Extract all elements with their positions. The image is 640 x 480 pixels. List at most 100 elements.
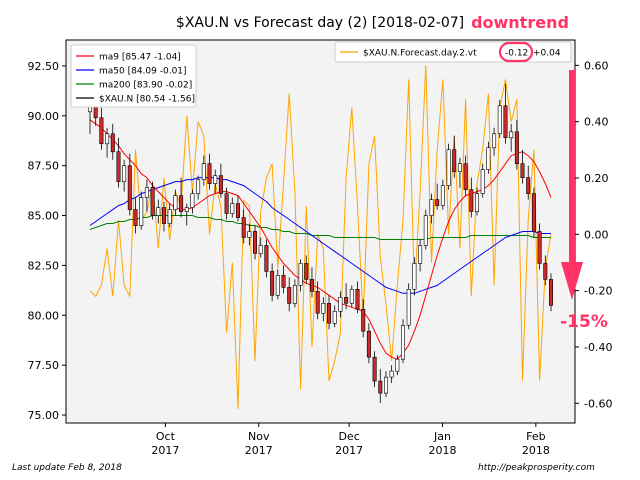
- left-legend-label: ma200 [83.90 -0.02]: [99, 81, 192, 91]
- candle-body: [383, 376, 388, 394]
- candle-body: [264, 245, 269, 272]
- left-y-tick-label: 82.50: [28, 259, 60, 272]
- right-legend-change: +0.04: [533, 49, 561, 59]
- candle-body: [452, 149, 457, 172]
- x-tick-year: 2018: [428, 444, 456, 457]
- x-tick-month: Dec: [338, 430, 359, 443]
- candle-body: [287, 287, 292, 304]
- candle-body: [133, 209, 138, 226]
- left-legend-box: [70, 44, 197, 108]
- candle-body: [492, 133, 497, 149]
- candle-body: [230, 203, 235, 214]
- candle-body: [105, 133, 110, 145]
- candle-body: [99, 117, 104, 145]
- candle-body: [156, 207, 161, 216]
- candle-body: [338, 296, 343, 312]
- candle-body: [304, 263, 309, 280]
- candle-body: [298, 263, 303, 286]
- ma200-line: [89, 215, 551, 240]
- candle-body: [429, 199, 434, 216]
- arrow-shaft: [569, 70, 575, 265]
- right-y-tick-label: -0.60: [584, 397, 612, 410]
- candle-body: [184, 207, 189, 212]
- right-y-tick-label: -0.20: [584, 285, 612, 298]
- candle-body: [167, 209, 172, 224]
- right-y-tick-label: 0.20: [584, 172, 609, 185]
- candle-body: [349, 288, 354, 304]
- candle-body: [503, 105, 508, 139]
- arrow-head: [561, 262, 583, 300]
- candle-body: [315, 290, 320, 314]
- candle-body: [514, 131, 519, 165]
- candle-body: [127, 165, 132, 210]
- right-y-tick-label: 0.60: [584, 59, 609, 72]
- candle-body: [190, 193, 195, 208]
- candle-body: [270, 271, 275, 296]
- candle-body: [241, 217, 246, 238]
- candle-body: [509, 131, 514, 139]
- candle-body: [326, 302, 331, 324]
- candle-body: [224, 193, 229, 214]
- candle-body: [236, 203, 241, 218]
- candle-body: [457, 163, 462, 172]
- candle-body: [400, 324, 405, 360]
- left-y-tick-label: 87.50: [28, 160, 60, 173]
- candle-body: [440, 185, 445, 206]
- candle-body: [122, 165, 127, 182]
- candle-body: [486, 147, 491, 170]
- candle-body: [463, 163, 468, 190]
- right-y-tick-label: -0.40: [584, 341, 612, 354]
- x-tick-year: 2017: [335, 444, 363, 457]
- candle-body: [543, 263, 548, 280]
- source-url-text: http://peakprosperity.com: [478, 463, 595, 473]
- right-legend-value: -0.12: [505, 49, 528, 59]
- candle-body: [378, 380, 383, 394]
- candle-body: [446, 149, 451, 186]
- candle-body: [207, 163, 212, 184]
- candle-body: [423, 215, 428, 246]
- candle-body: [366, 330, 371, 358]
- candle-body: [281, 275, 286, 288]
- right-y-tick-label: 0.40: [584, 116, 609, 129]
- left-legend-label: ma50 [84.09 -0.01]: [99, 67, 187, 77]
- left-y-tick-label: 85.00: [28, 210, 60, 223]
- pct-change-annotation: -15%: [560, 312, 608, 332]
- candle-body: [412, 263, 417, 290]
- candle-body: [531, 193, 536, 232]
- candle-body: [418, 245, 423, 264]
- candle-body: [110, 133, 115, 153]
- right-legend-box: [334, 41, 572, 63]
- left-y-tick-label: 90.00: [28, 110, 60, 123]
- candle-body: [292, 285, 297, 304]
- right-legend-highlight-ring: [498, 41, 534, 63]
- candle-body: [480, 169, 485, 194]
- x-tick-month: Oct: [156, 430, 176, 443]
- candle-body: [332, 310, 337, 324]
- candle-body: [526, 177, 531, 194]
- candle-body: [201, 163, 206, 180]
- right-y-tick-label: 0.00: [584, 228, 609, 241]
- candle-body: [372, 356, 377, 382]
- candle-body: [474, 193, 479, 212]
- candle-body: [344, 296, 349, 304]
- x-tick-month: Jan: [433, 430, 451, 443]
- candle-body: [395, 358, 400, 372]
- x-tick-year: 2018: [522, 444, 550, 457]
- candle-body: [173, 195, 178, 210]
- candle-body: [196, 179, 201, 194]
- downtrend-annotation: downtrend: [471, 13, 569, 32]
- left-y-tick-label: 80.00: [28, 309, 60, 322]
- candle-body: [218, 175, 223, 194]
- candle-body: [537, 231, 542, 264]
- candle-body: [116, 151, 121, 182]
- left-y-tick-label: 77.50: [28, 359, 60, 372]
- left-y-tick-label: 75.00: [28, 409, 60, 422]
- chart-title: $XAU.N vs Forecast day (2) [2018-02-07]: [176, 15, 464, 31]
- ma50-line: [89, 177, 551, 294]
- candle-body: [162, 207, 167, 224]
- last-update-text: Last update Feb 8, 2018: [12, 463, 122, 473]
- candle-body: [253, 231, 258, 254]
- candle-body: [275, 275, 280, 296]
- candle-body: [469, 189, 474, 212]
